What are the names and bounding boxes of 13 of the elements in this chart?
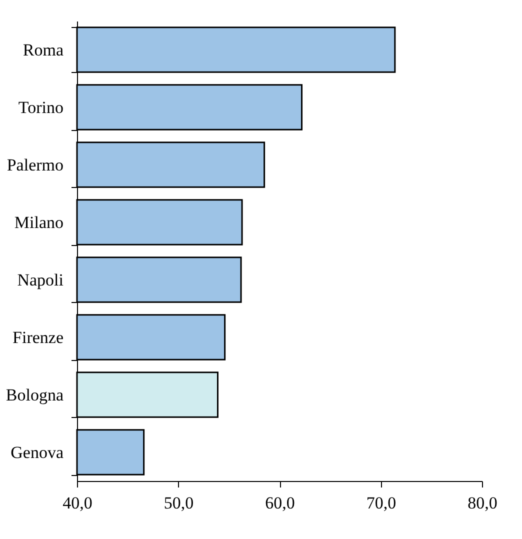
y-tick-label: Torino: [18, 98, 64, 117]
y-tick-label: Napoli: [17, 270, 64, 290]
x-tick-label: 50,0: [164, 494, 194, 512]
x-tick-label: 60,0: [265, 494, 295, 512]
x-tick-label: 80,0: [468, 494, 498, 512]
y-tick-label: Firenze: [12, 328, 64, 347]
x-tick-label: 40,0: [62, 494, 92, 512]
y-tick-label: Roma: [22, 40, 64, 60]
y-tick-label: Genova: [10, 442, 64, 462]
y-tick-label: Milano: [14, 212, 64, 232]
y-tick-label: Palermo: [6, 155, 64, 174]
x-tick-label: 70,0: [366, 494, 396, 512]
y-tick-label: Bologna: [6, 385, 64, 404]
